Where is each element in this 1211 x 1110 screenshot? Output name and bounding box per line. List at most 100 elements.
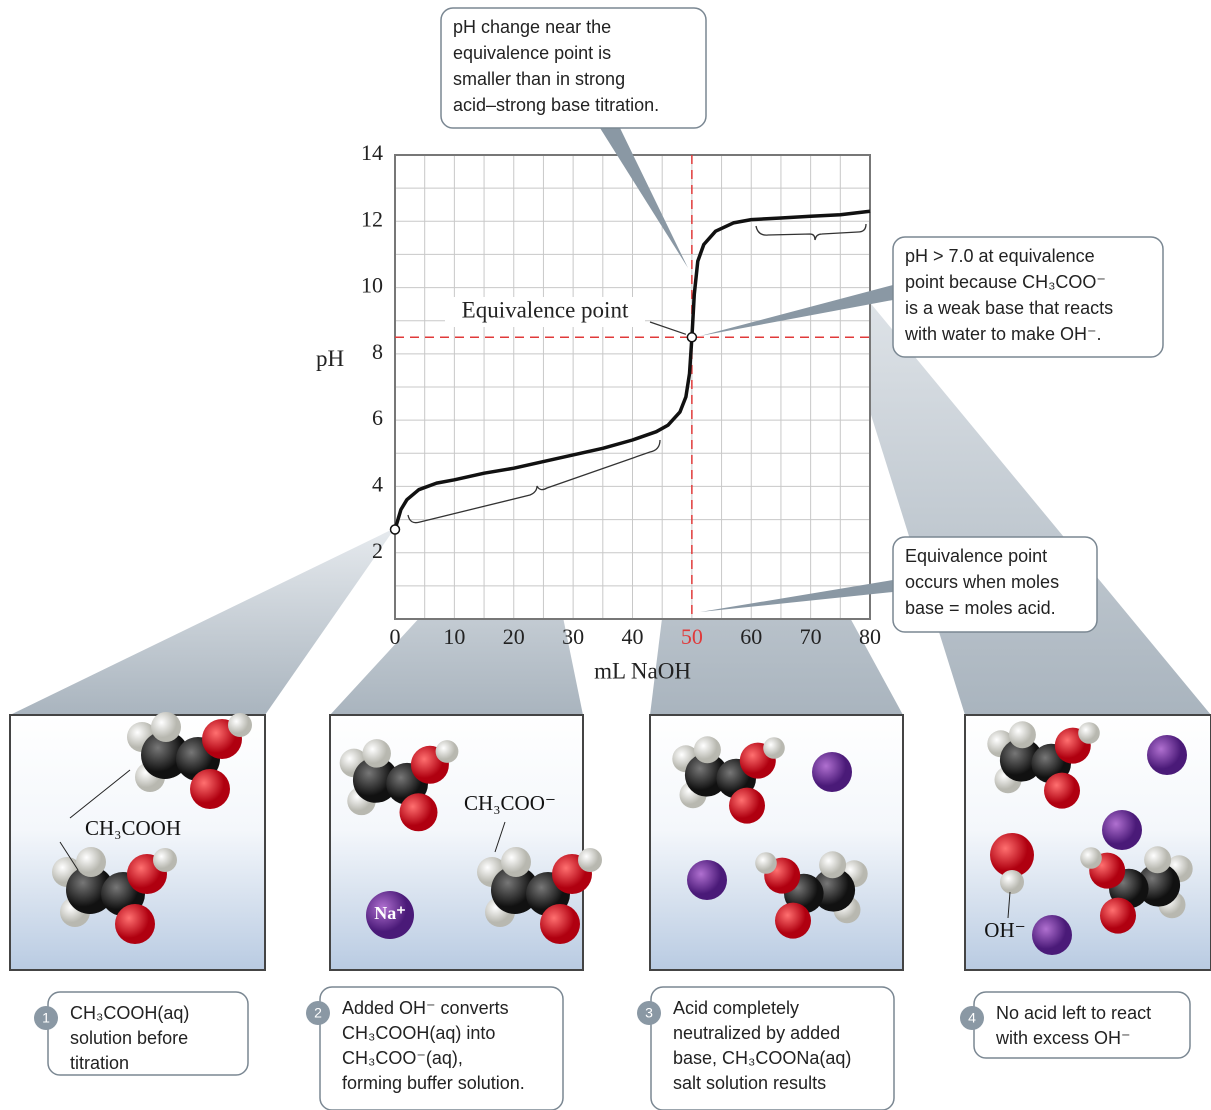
y-tick-label: 2 (372, 538, 383, 563)
atom (1144, 846, 1172, 874)
caption-box (650, 986, 895, 1110)
caption-text: CH₃COOH(aq) (70, 1003, 189, 1023)
equivalence-point (686, 332, 698, 343)
atom (362, 739, 391, 768)
caption-text: Added OH⁻ converts (342, 998, 509, 1018)
y-tick-label: 8 (372, 339, 383, 364)
chart: 0 10 20 30 40 50 60 70 80 2 4 6 8 10 12 14 mL NaOH pH Equi… (316, 7, 1164, 683)
leader (69, 769, 131, 819)
step-badge (960, 1006, 984, 1030)
atom (1000, 870, 1024, 894)
atom (755, 852, 777, 874)
panel: CH₃COOH 1 CH₃COOH(aq) solution before titrat… (9, 712, 266, 1076)
x-tick-label: 0 (390, 624, 401, 649)
x-tick-label: 30 (562, 624, 584, 649)
y-tick-label: 12 (361, 206, 383, 231)
callout-pointer (700, 285, 893, 336)
atom (1032, 915, 1072, 955)
y-tick-label: 10 (361, 273, 383, 298)
callout-text: pH change near the (453, 17, 611, 37)
callout-text: point because CH₃COO⁻ (905, 272, 1106, 292)
funnel (10, 528, 395, 715)
atom (1080, 847, 1102, 869)
x-tick-label: 10 (443, 624, 465, 649)
atom (1147, 735, 1187, 775)
atom (399, 793, 438, 832)
step-badge (637, 1001, 661, 1025)
atom (812, 752, 852, 792)
atom (775, 902, 811, 939)
atom (693, 736, 721, 764)
caption-text: forming buffer solution. (342, 1073, 525, 1093)
leader (649, 321, 687, 335)
callout-text: acid–strong base titration. (453, 95, 659, 115)
y-tick-label: 14 (361, 140, 383, 165)
atom (491, 866, 539, 914)
start-point (389, 524, 401, 535)
atom (578, 848, 602, 872)
caption-text: salt solution results (673, 1073, 826, 1093)
callout-text: occurs when moles (905, 572, 1059, 592)
caption-box (319, 986, 564, 1110)
x-tick-label: 80 (859, 624, 881, 649)
caption-text: with excess OH⁻ (995, 1028, 1131, 1048)
atom (687, 860, 727, 900)
atom (366, 891, 414, 939)
molecule-label: Na⁺ (374, 903, 406, 923)
step-badge (34, 1006, 58, 1030)
atom (999, 738, 1044, 782)
atom (153, 848, 177, 872)
step-badge (306, 1001, 330, 1025)
callout-pointer (600, 128, 688, 268)
equivalence-label: Equivalence point (462, 297, 629, 322)
atom (1100, 897, 1136, 934)
panels: CH₃COOH 1 CH₃COOH(aq) solution before titrat… (9, 712, 1211, 1110)
atom (435, 740, 459, 763)
atom (684, 753, 729, 797)
atom (76, 847, 106, 877)
brace (755, 223, 867, 241)
caption-text: No acid left to react (996, 1003, 1151, 1023)
atom (990, 833, 1034, 877)
molecule-label: CH₃COO⁻ (464, 791, 556, 815)
x-tick-label: 20 (503, 624, 525, 649)
caption-text: solution before (70, 1028, 188, 1048)
atom (1136, 863, 1181, 907)
step-number: 3 (645, 1005, 653, 1021)
callout-text: equivalence point is (453, 43, 611, 63)
panel: CH₃COO⁻ Na⁺ 2 Added OH⁻ converts CH₃COOH(aq)… (306, 714, 602, 1110)
callout-text: smaller than in strong (453, 69, 625, 89)
atom (819, 851, 847, 879)
atom (1044, 772, 1080, 809)
atom (66, 866, 114, 914)
x-tick-label: 60 (740, 624, 762, 649)
leader (59, 841, 79, 871)
atom (1008, 721, 1036, 749)
atom (115, 904, 155, 944)
callout-text: is a weak base that reacts (905, 298, 1113, 318)
y-tick-label: 6 (372, 405, 383, 430)
molecule-label: OH⁻ (984, 918, 1025, 942)
atom (151, 712, 181, 742)
caption-text: Acid completely (673, 998, 799, 1018)
y-tick-label: 4 (372, 471, 383, 496)
atom (1102, 810, 1142, 850)
caption-text: titration (70, 1053, 129, 1073)
callout-box (892, 536, 1098, 633)
step-number: 2 (314, 1005, 322, 1021)
caption-text: CH₃COOH(aq) into (342, 1023, 495, 1043)
titration-curve (393, 209, 871, 530)
atom (190, 769, 230, 809)
step-number: 4 (968, 1010, 976, 1026)
caption-text: CH₃COO⁻(aq), (342, 1048, 463, 1068)
leader (1007, 891, 1011, 919)
caption-box (47, 991, 249, 1076)
callout-box (440, 7, 707, 129)
callout-text: Equivalence point (905, 546, 1047, 566)
x-tick-label: 50 (681, 624, 703, 649)
atom (763, 737, 785, 759)
x-tick-label: 70 (800, 624, 822, 649)
caption-text: base, CH₃COONa(aq) (673, 1048, 851, 1068)
atom (228, 713, 252, 737)
